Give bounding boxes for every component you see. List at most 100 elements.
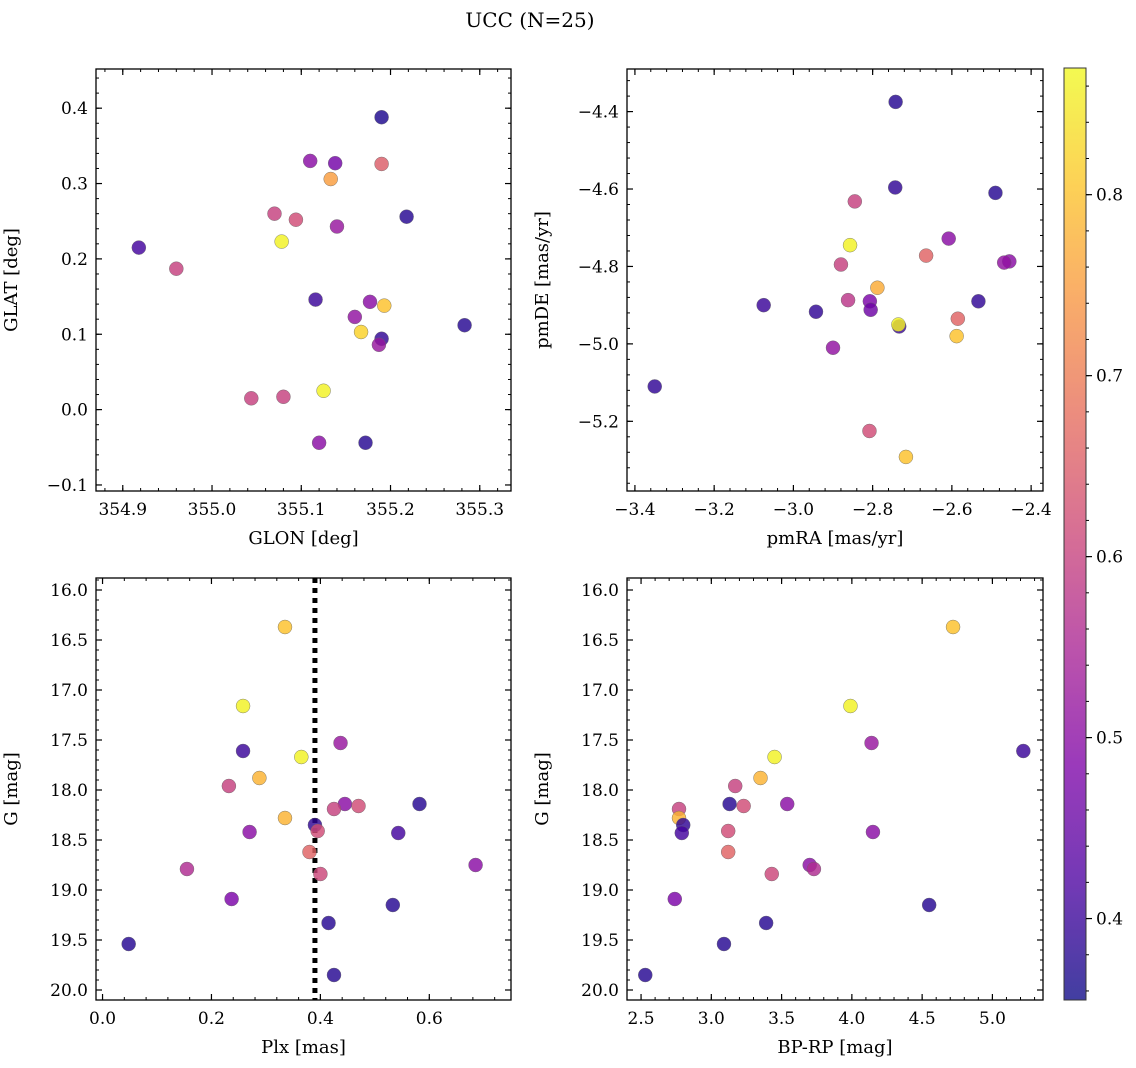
x-axis-label: pmRA [mas/yr] (767, 528, 904, 549)
data-point (1016, 743, 1031, 759)
x-tick-label: −3.2 (694, 500, 735, 520)
data-point (399, 209, 414, 224)
x-tick-label: 5.0 (979, 1009, 1006, 1029)
data-point (311, 435, 327, 450)
data-point (767, 749, 782, 765)
x-tick-label: −2.4 (1010, 500, 1051, 520)
data-point (996, 255, 1012, 270)
data-point (647, 379, 662, 394)
colorbar-tick-label: 0.8 (1096, 186, 1123, 206)
data-point (179, 861, 195, 877)
axes-frame (95, 577, 512, 1001)
y-axis-label: GLAT [deg] (1, 228, 22, 332)
data-point (267, 206, 282, 221)
y-tick-label: 17.5 (50, 731, 88, 751)
x-axis-label: BP-RP [mag] (777, 1037, 892, 1058)
x-tick-label: 355.3 (455, 500, 504, 520)
data-point (941, 231, 956, 246)
data-point (353, 324, 369, 340)
data-point (457, 318, 472, 333)
data-point (277, 810, 293, 826)
axes-frame (95, 68, 512, 492)
x-tick-label: 0.6 (416, 1009, 443, 1029)
data-point (667, 891, 682, 907)
data-point (847, 194, 863, 209)
data-point (310, 823, 325, 839)
data-point (720, 844, 736, 860)
y-tick-label: −5.2 (578, 412, 619, 432)
y-tick-label: 19.0 (581, 881, 619, 901)
data-point (371, 337, 387, 353)
y-tick-label: 19.5 (50, 931, 88, 951)
scatter-panel-3: 0.0 0.2 0.4 0.6 16.0 16.5 17.0 17.5 18.0 18.5 19.0… (1, 577, 512, 1058)
data-point (674, 825, 690, 841)
y-tick-label: 19.5 (581, 931, 619, 951)
y-tick-label: 17.0 (581, 681, 619, 701)
data-point (945, 619, 961, 635)
y-tick-label: 0.1 (61, 325, 88, 345)
y-tick-label: −4.8 (578, 257, 619, 277)
x-axis-label: Plx [mas] (261, 1037, 346, 1058)
y-tick-label: 19.0 (50, 881, 88, 901)
x-tick-label: 0.4 (307, 1009, 334, 1029)
scatter-panel-2: −3.4 −3.2 −3.0 −2.8 −2.6 −2.4 −5.2 −5.0 −4.8 −4.6… (532, 68, 1052, 549)
colorbar-tick-label: 0.6 (1096, 548, 1123, 568)
data-point (276, 389, 291, 405)
x-tick-label: −3.0 (773, 500, 814, 520)
data-point (347, 309, 363, 325)
axes-frame (626, 577, 1044, 1001)
y-tick-label: 0.3 (61, 175, 88, 195)
y-tick-label: 0.4 (61, 99, 88, 119)
data-point (326, 967, 342, 983)
data-point (391, 825, 406, 841)
data-point (302, 153, 318, 169)
data-point (898, 449, 914, 465)
data-point (808, 304, 824, 319)
data-point (351, 798, 366, 814)
y-axis-label: G [mag] (532, 752, 553, 825)
data-point (362, 294, 378, 310)
data-point (323, 171, 338, 187)
data-point (833, 257, 849, 272)
y-tick-label: 18.5 (581, 831, 619, 851)
data-point (971, 294, 986, 309)
data-point (988, 185, 1003, 201)
data-point (863, 302, 878, 318)
data-point (327, 155, 343, 171)
x-tick-label: 0.2 (198, 1009, 225, 1029)
data-point (870, 280, 885, 295)
data-point (891, 317, 906, 332)
y-tick-label: 18.0 (50, 781, 88, 801)
data-point (825, 340, 841, 355)
y-tick-label: 20.0 (581, 981, 619, 1001)
data-point (921, 897, 937, 913)
y-tick-label: 16.0 (581, 581, 619, 601)
data-point (716, 936, 732, 952)
data-point (329, 219, 345, 234)
data-point (277, 619, 293, 635)
y-tick-label: 18.0 (581, 781, 619, 801)
x-tick-label: 3.0 (698, 1009, 725, 1029)
data-point (242, 824, 257, 840)
data-point (722, 796, 737, 812)
data-point (918, 248, 934, 263)
data-point (865, 824, 881, 840)
colorbar: 0.4 0.5 0.6 0.7 0.8 (1063, 67, 1123, 1001)
x-tick-label: 4.0 (838, 1009, 865, 1029)
data-point (949, 328, 964, 344)
y-tick-label: 18.5 (50, 831, 88, 851)
data-point (385, 897, 401, 913)
data-point (842, 237, 858, 253)
colorbar-gradient (1063, 67, 1087, 1001)
x-tick-label: 354.9 (98, 500, 147, 520)
x-tick-label: 355.1 (277, 500, 326, 520)
data-point (950, 311, 966, 326)
data-point (333, 735, 348, 751)
data-point (638, 967, 653, 983)
data-point (244, 391, 259, 406)
y-tick-label: 20.0 (50, 981, 88, 1001)
x-tick-label: 4.5 (909, 1009, 936, 1029)
data-point (235, 698, 251, 714)
x-tick-label: 355.0 (188, 500, 237, 520)
